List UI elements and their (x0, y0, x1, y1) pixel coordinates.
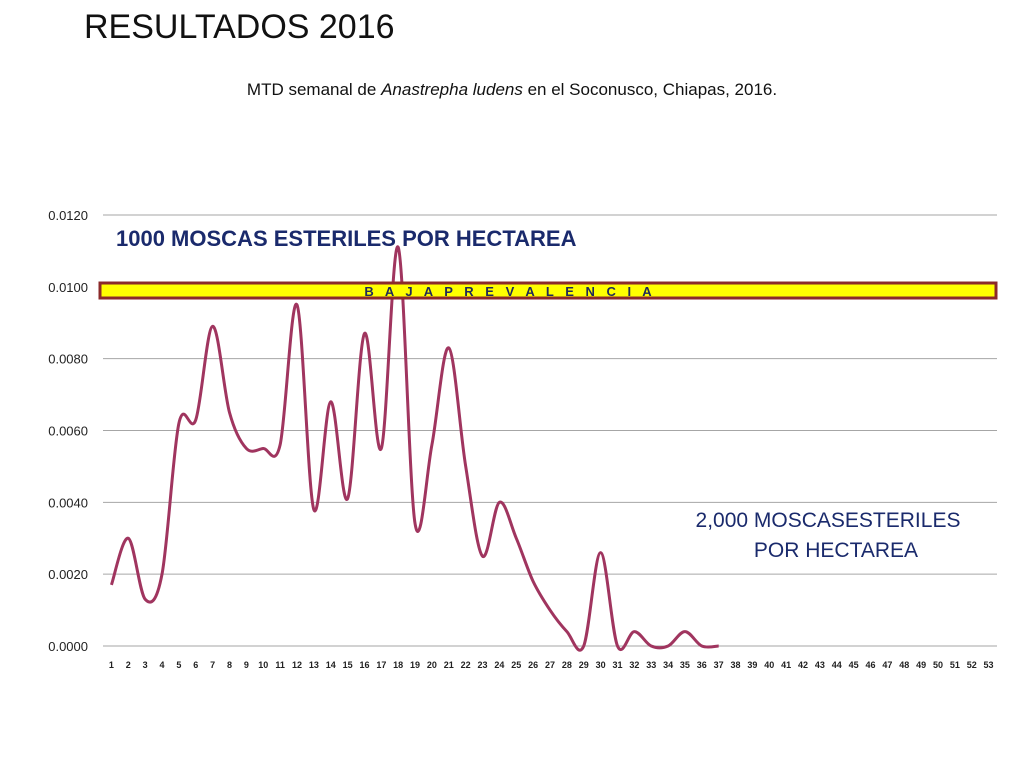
x-tick-label: 11 (275, 660, 285, 670)
x-tick-label: 28 (562, 660, 572, 670)
x-tick-label: 21 (444, 660, 454, 670)
subtitle-prefix: MTD semanal de (246, 80, 382, 99)
baja-prevalencia-band: B A J A P R E V A L E N C I A (98, 281, 998, 300)
x-tick-label: 5 (176, 660, 181, 670)
x-tick-label: 37 (714, 660, 724, 670)
x-tick-label: 9 (244, 660, 249, 670)
x-tick-label: 51 (950, 660, 960, 670)
x-tick-label: 47 (882, 660, 892, 670)
annotation-2000-moscas-line2: POR HECTAREA (754, 539, 918, 562)
x-tick-label: 19 (410, 660, 420, 670)
x-tick-label: 41 (781, 660, 791, 670)
x-tick-label: 4 (160, 660, 165, 670)
x-tick-label: 33 (646, 660, 656, 670)
x-tick-label: 32 (629, 660, 639, 670)
subtitle-suffix: en el Soconusco, Chiapas, 2016. (522, 80, 778, 99)
annotation-1000-moscas: 1000 MOSCAS ESTERILES POR HECTAREA (116, 226, 577, 251)
x-tick-label: 27 (545, 660, 555, 670)
x-tick-label: 3 (143, 660, 148, 670)
y-tick-label: 0.0020 (48, 567, 88, 582)
x-tick-label: 6 (193, 660, 198, 670)
x-tick-label: 50 (933, 660, 943, 670)
x-tick-label: 48 (899, 660, 909, 670)
x-tick-label: 38 (731, 660, 741, 670)
x-tick-label: 8 (227, 660, 232, 670)
y-tick-label: 0.0000 (48, 639, 88, 654)
series-line-mtd (109, 245, 719, 652)
x-tick-label: 2 (126, 660, 131, 670)
y-tick-label: 0.0060 (48, 424, 88, 439)
x-tick-label: 35 (680, 660, 690, 670)
x-tick-label: 22 (461, 660, 471, 670)
x-tick-label: 1 (109, 660, 114, 670)
x-tick-label: 49 (916, 660, 926, 670)
x-tick-label: 36 (697, 660, 707, 670)
x-tick-label: 7 (210, 660, 215, 670)
x-tick-label: 26 (528, 660, 538, 670)
x-tick-label: 45 (849, 660, 859, 670)
page-title: RESULTADOS 2016 (84, 8, 395, 46)
x-tick-label: 34 (663, 660, 673, 670)
x-tick-label: 13 (309, 660, 319, 670)
x-tick-label: 15 (343, 660, 353, 670)
x-tick-label: 17 (376, 660, 386, 670)
band-label: B A J A P R E V A L E N C I A (364, 284, 655, 299)
x-tick-label: 40 (764, 660, 774, 670)
annotation-2000-moscas-line1: 2,000 MOSCASESTERILES (696, 509, 961, 532)
x-tick-label: 42 (798, 660, 808, 670)
x-tick-label: 20 (427, 660, 437, 670)
x-tick-label: 44 (832, 660, 842, 670)
x-tick-label: 39 (747, 660, 757, 670)
x-tick-label: 25 (511, 660, 521, 670)
y-tick-label: 0.0040 (48, 495, 88, 510)
y-axis-ticks: 0.0000 0.0020 0.0040 0.0060 0.0080 0.0100 0.01… (48, 208, 88, 654)
x-tick-label: 18 (393, 660, 403, 670)
band-rect (98, 281, 998, 300)
x-tick-label: 29 (579, 660, 589, 670)
x-tick-label: 31 (612, 660, 622, 670)
x-tick-label: 30 (596, 660, 606, 670)
y-tick-label: 0.0120 (48, 208, 88, 223)
chart-subtitle: MTD semanal de Anastrepha ludens en el S… (0, 80, 1024, 100)
x-tick-label: 53 (984, 660, 994, 670)
x-tick-label: 12 (292, 660, 302, 670)
x-tick-label: 10 (258, 660, 268, 670)
y-tick-label: 0.0080 (48, 352, 88, 367)
x-tick-label: 16 (359, 660, 369, 670)
subtitle-species: Anastrepha ludens (381, 80, 523, 99)
y-tick-label: 0.0100 (48, 280, 88, 295)
x-tick-label: 43 (815, 660, 825, 670)
x-tick-label: 14 (326, 660, 336, 670)
x-tick-label: 23 (478, 660, 488, 670)
x-tick-label: 24 (494, 660, 504, 670)
x-tick-label: 46 (865, 660, 875, 670)
x-axis-ticks: 1 2 3 4 5 6 7 8 9 10 11 12 13 14 15 16 17 18 19 20 21 22 23 24 2… (109, 660, 994, 670)
x-tick-label: 52 (967, 660, 977, 670)
